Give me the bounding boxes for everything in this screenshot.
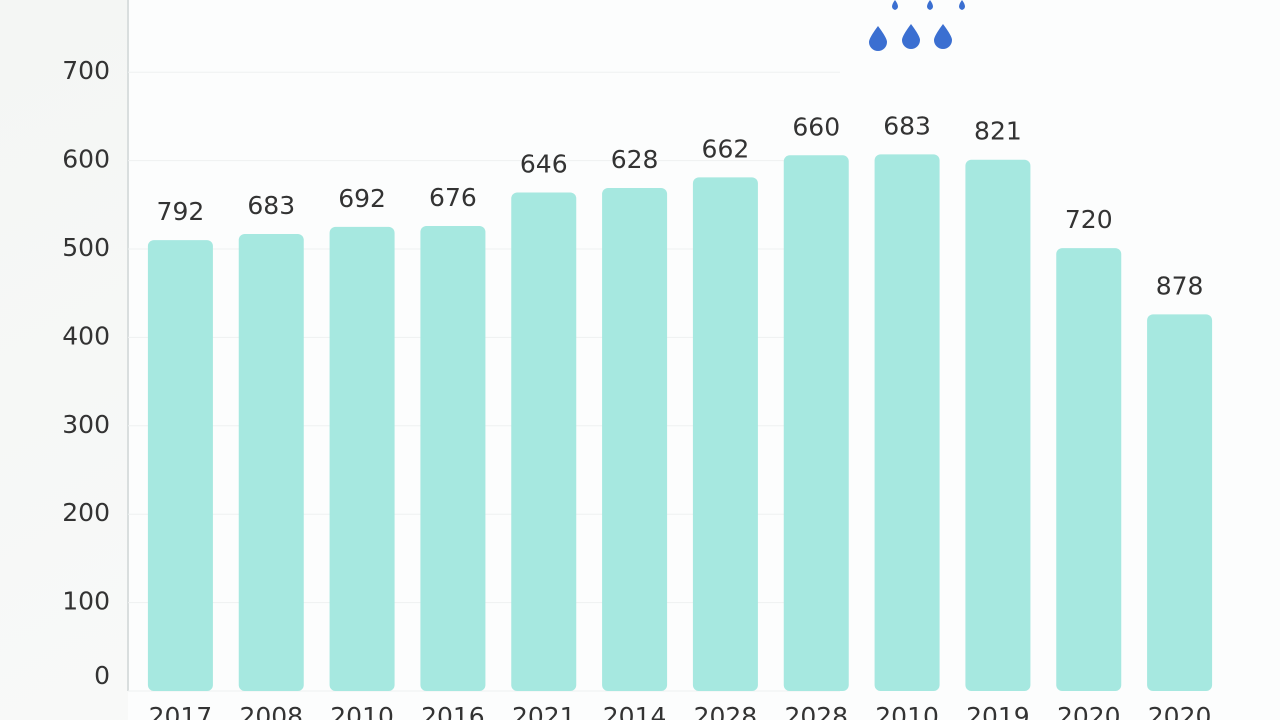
bar-annotation: 792 (157, 197, 205, 226)
bar-annotation: 683 (247, 191, 295, 220)
y-tick-label: 300 (62, 410, 110, 439)
x-tick-label: 2014 (603, 702, 667, 720)
y-tick-label: 600 (62, 145, 110, 174)
bar-annotation: 676 (429, 183, 477, 212)
x-tick-label: 2016 (421, 702, 485, 720)
y-tick-label: 500 (62, 233, 110, 262)
x-tick-label: 2017 (149, 702, 213, 720)
bar-annotation: 692 (338, 184, 386, 213)
bar (147, 240, 213, 691)
bar (692, 177, 758, 692)
y-tick-label: 200 (62, 498, 110, 527)
bar (420, 226, 486, 691)
y-tick-label: 0 (94, 661, 110, 690)
y-tick-label: 400 (62, 321, 110, 350)
rain-icon (869, 0, 965, 51)
x-tick-label: 2008 (239, 702, 303, 720)
x-tick-label: 2010 (330, 702, 394, 720)
x-tick-label: 2010 (875, 702, 939, 720)
x-tick-label: 2020 (1148, 702, 1212, 720)
x-tick-label: 2019 (966, 702, 1030, 720)
bar-annotation: 662 (702, 134, 750, 163)
bar-annotation: 660 (792, 112, 840, 141)
x-tick-label: 2021 (512, 702, 576, 720)
bar (329, 226, 395, 692)
y-tick-label: 100 (62, 587, 110, 616)
y-tick-label: 700 (62, 56, 110, 85)
x-tick-label: 2028 (694, 702, 758, 720)
bar-annotation: 821 (974, 117, 1022, 146)
bar (1147, 314, 1213, 691)
bar (783, 155, 849, 692)
x-tick-label: 2020 (1057, 702, 1121, 720)
bar (602, 188, 668, 691)
x-tick-label: 2028 (784, 702, 848, 720)
bar-annotation: 720 (1065, 205, 1113, 234)
bar (965, 159, 1031, 691)
bar (874, 154, 940, 692)
bar (238, 233, 304, 691)
bar (1056, 248, 1122, 691)
bar-annotation: 878 (1156, 271, 1204, 300)
bar (511, 192, 577, 691)
bar-annotation: 646 (520, 149, 568, 178)
bar-annotation: 683 (883, 111, 931, 140)
bar-annotation: 628 (611, 145, 659, 174)
